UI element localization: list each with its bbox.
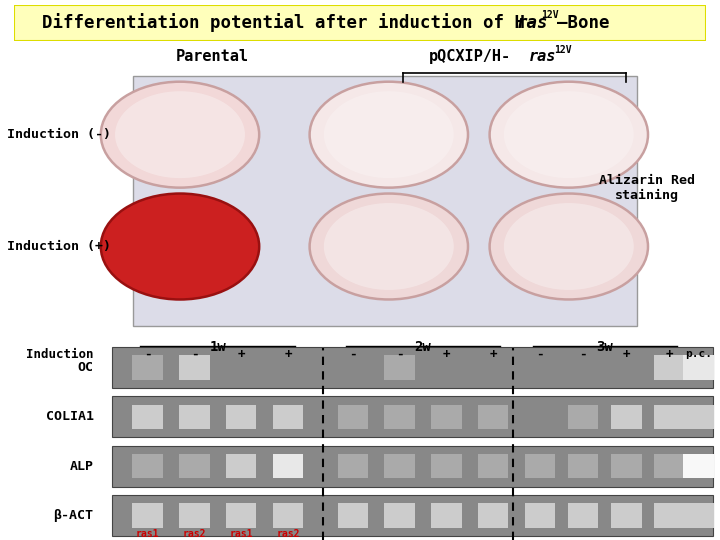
Bar [683, 355, 714, 380]
Text: +: + [443, 348, 450, 361]
Text: Parental: Parental [176, 49, 249, 64]
Text: 12V: 12V [541, 10, 559, 20]
Text: +: + [666, 348, 673, 361]
Bar [112, 495, 713, 536]
Text: Induction (-): Induction (-) [7, 128, 111, 141]
Text: —Bone: —Bone [557, 14, 610, 32]
Text: β-ACT: β-ACT [53, 509, 94, 522]
Bar [431, 404, 462, 429]
Bar [654, 454, 685, 478]
Ellipse shape [324, 91, 454, 178]
Ellipse shape [504, 91, 634, 178]
Bar [654, 404, 685, 429]
Text: ras1: ras1 [230, 529, 253, 539]
Bar [226, 404, 256, 429]
Text: 3w: 3w [596, 340, 613, 354]
Text: ALP: ALP [70, 460, 94, 472]
Bar [132, 503, 163, 528]
Text: ras2: ras2 [276, 529, 300, 539]
Bar [384, 503, 415, 528]
Bar [478, 404, 508, 429]
Text: 1w: 1w [210, 340, 226, 354]
Bar [525, 454, 555, 478]
Text: 2w: 2w [415, 340, 431, 354]
Bar [132, 454, 163, 478]
Text: pQCXIP/H-: pQCXIP/H- [428, 49, 510, 64]
Text: +: + [623, 348, 630, 361]
Bar [179, 355, 210, 380]
Text: Alizarin Red
staining: Alizarin Red staining [599, 173, 695, 202]
Text: -: - [396, 348, 403, 361]
Bar [338, 503, 368, 528]
Bar [179, 503, 210, 528]
Text: 12V: 12V [554, 45, 572, 55]
Bar [273, 454, 303, 478]
Text: COLIA1: COLIA1 [45, 410, 94, 423]
Bar [568, 503, 598, 528]
Bar [226, 454, 256, 478]
Text: +: + [238, 348, 245, 361]
Text: +: + [284, 348, 292, 361]
Bar [384, 355, 415, 380]
Bar [273, 503, 303, 528]
Bar [568, 404, 598, 429]
Bar [338, 404, 368, 429]
Text: p.c.: p.c. [685, 349, 712, 359]
Ellipse shape [490, 82, 648, 188]
Text: ras: ras [529, 49, 557, 64]
FancyBboxPatch shape [14, 5, 706, 40]
Bar [112, 446, 713, 487]
Text: -: - [536, 348, 544, 361]
Text: +: + [490, 348, 497, 361]
Bar [683, 454, 714, 478]
Bar [611, 404, 642, 429]
Bar [179, 404, 210, 429]
Ellipse shape [101, 82, 259, 188]
Ellipse shape [324, 203, 454, 290]
Bar [112, 347, 713, 388]
Bar [431, 454, 462, 478]
Bar [132, 355, 163, 380]
Bar [431, 503, 462, 528]
Bar [478, 454, 508, 478]
Bar [654, 355, 685, 380]
Bar [525, 503, 555, 528]
Bar [683, 404, 714, 429]
Text: -: - [349, 348, 356, 361]
Text: -: - [191, 348, 198, 361]
Bar [273, 404, 303, 429]
Bar [478, 503, 508, 528]
Text: OC: OC [78, 361, 94, 374]
Bar [112, 396, 713, 437]
Bar [179, 454, 210, 478]
Text: -: - [580, 348, 587, 361]
Bar [132, 404, 163, 429]
Text: -: - [144, 348, 151, 361]
Bar [384, 454, 415, 478]
Ellipse shape [310, 193, 468, 300]
Bar [654, 503, 685, 528]
Bar [683, 503, 714, 528]
Ellipse shape [115, 91, 245, 178]
Text: Induction: Induction [26, 348, 94, 361]
Bar [226, 503, 256, 528]
Ellipse shape [310, 82, 468, 188]
Text: ras: ras [517, 14, 549, 32]
Text: Differentiation potential after induction of H-: Differentiation potential after inductio… [42, 14, 536, 32]
Text: ras1: ras1 [136, 529, 159, 539]
Ellipse shape [490, 193, 648, 300]
Text: ras2: ras2 [183, 529, 206, 539]
Text: Induction (+): Induction (+) [7, 240, 111, 253]
Bar [568, 454, 598, 478]
Bar [611, 454, 642, 478]
Ellipse shape [101, 193, 259, 300]
Bar [338, 454, 368, 478]
Bar [384, 404, 415, 429]
Ellipse shape [504, 203, 634, 290]
Bar [133, 76, 637, 326]
Bar [611, 503, 642, 528]
